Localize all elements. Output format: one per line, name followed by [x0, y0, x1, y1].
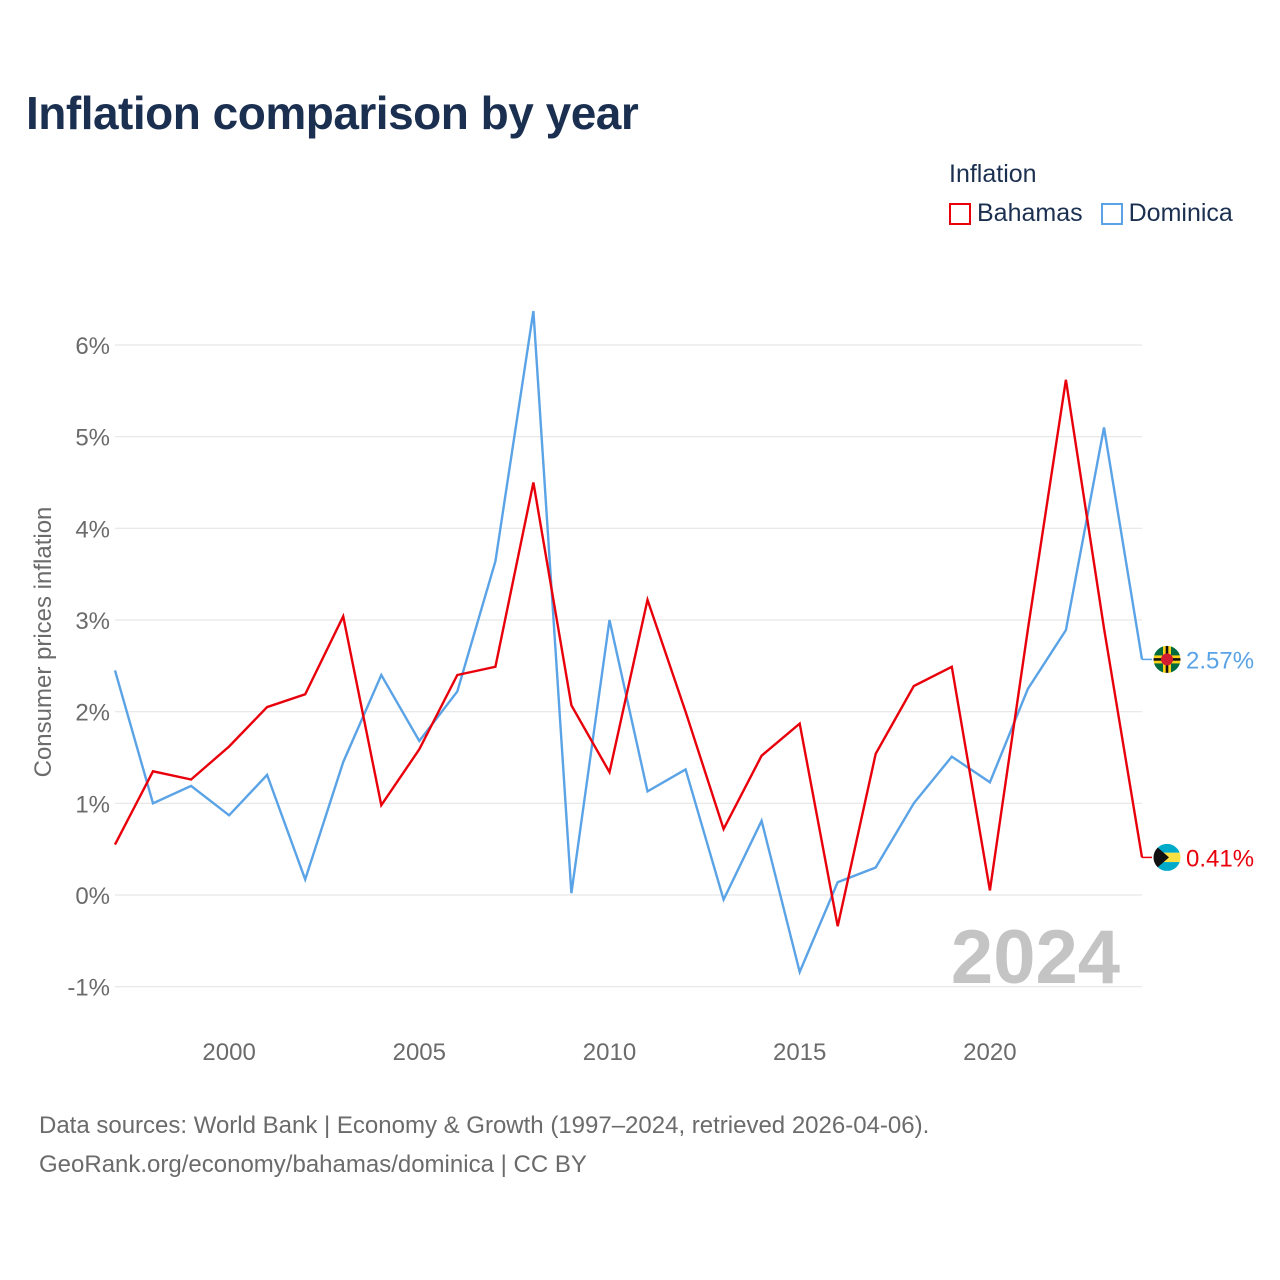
series-layer — [113, 310, 1144, 976]
y-tick-label: 4% — [75, 516, 110, 543]
chart-title: Inflation comparison by year — [26, 87, 639, 139]
bahamas-flag-icon — [1152, 842, 1182, 872]
legend-label-bahamas: Bahamas — [977, 199, 1083, 227]
legend-title: Inflation — [949, 160, 1037, 188]
year-watermark: 2024 — [951, 915, 1120, 1000]
x-tick-label: 2005 — [393, 1039, 446, 1066]
end-labels: 0.41% 2.57% — [1142, 644, 1254, 872]
end-value-label-dominica: 2.57% — [1186, 647, 1254, 674]
x-tick-label: 2010 — [583, 1039, 636, 1066]
x-tick-label: 2020 — [963, 1039, 1016, 1066]
y-axis: -1% 0% 1% 2% 3% 4% 5% 6% — [67, 333, 110, 1002]
grid-layer — [115, 344, 1142, 988]
dominica-flag-icon — [1152, 644, 1182, 674]
y-tick-label: 6% — [75, 333, 110, 360]
y-tick-label: -1% — [67, 975, 110, 1002]
y-tick-label: 2% — [75, 700, 110, 727]
legend: Inflation Bahamas Dominica — [949, 160, 1233, 228]
y-tick-label: 5% — [75, 425, 110, 452]
series-line-dominica — [113, 310, 1144, 976]
x-tick-label: 2000 — [202, 1039, 255, 1066]
end-value-label-bahamas: 0.41% — [1186, 845, 1254, 872]
y-tick-label: 0% — [75, 883, 110, 910]
source-note: Data sources: World Bank | Economy & Gro… — [39, 1106, 929, 1184]
y-tick-label: 3% — [75, 608, 110, 635]
legend-label-dominica: Dominica — [1128, 199, 1233, 227]
y-axis-title: Consumer prices inflation — [30, 507, 57, 778]
source-line-1: Data sources: World Bank | Economy & Gro… — [39, 1112, 930, 1139]
y-tick-label: 1% — [75, 791, 110, 818]
legend-swatch-bahamas — [949, 202, 971, 225]
series-line-bahamas — [113, 379, 1144, 927]
x-axis: 2000 2005 2010 2015 2020 — [202, 1039, 1016, 1066]
legend-item-dominica[interactable]: Dominica — [1100, 199, 1233, 228]
x-tick-label: 2015 — [773, 1039, 826, 1066]
source-line-2: GeoRank.org/economy/bahamas/dominica | C… — [39, 1151, 587, 1178]
legend-item-bahamas[interactable]: Bahamas — [949, 199, 1083, 228]
legend-swatch-dominica — [1100, 202, 1123, 225]
